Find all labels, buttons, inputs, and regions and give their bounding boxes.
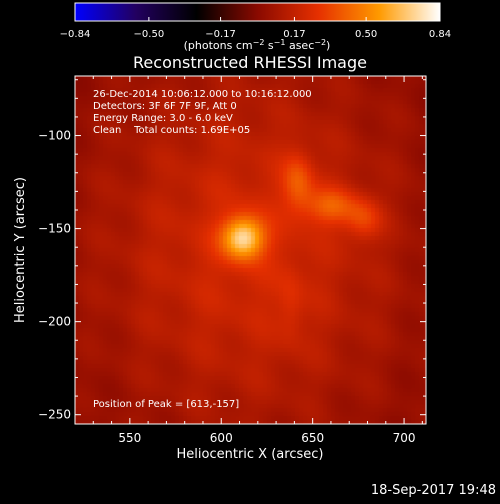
colorbar-units: (photons cm−2 s−1 asec−2) <box>184 38 331 52</box>
x-tick-label: 600 <box>210 431 233 445</box>
annotation-time-range: 26-Dec-2014 10:06:12.000 to 10:16:12.000 <box>93 89 312 100</box>
colorbar-gradient <box>74 2 441 22</box>
colorbar-tick-label: 0.17 <box>283 29 305 40</box>
y-tick-label: −250 <box>38 408 71 422</box>
x-axis-ticks: 550 600 650 700 <box>92 76 423 445</box>
x-tick-label: 650 <box>301 431 324 445</box>
plot-frame <box>74 75 427 425</box>
colorbar-tick-label: 0.84 <box>429 29 451 40</box>
heatmap-canvas <box>75 76 426 424</box>
footer-timestamp: 18-Sep-2017 19:48 <box>371 483 496 498</box>
heatmap-layer <box>75 76 426 424</box>
annotation-detectors: Detectors: 3F 6F 7F 9F, Att 0 <box>93 101 237 112</box>
colorbar-ticks: −0.84 −0.50 −0.17 0.17 0.50 0.84 <box>60 17 451 40</box>
heatmap-image-holder <box>75 76 426 424</box>
y-tick-label: −200 <box>38 315 71 329</box>
y-axis-label: Heliocentric Y (arcsec) <box>13 177 28 323</box>
annotation-energy-range: Energy Range: 3.0 - 6.0 keV <box>93 113 233 124</box>
colorbar-tick-label: −0.50 <box>134 29 165 40</box>
x-tick-label: 550 <box>118 431 141 445</box>
x-tick-label: 700 <box>393 431 416 445</box>
y-tick-label: −150 <box>38 222 71 236</box>
x-axis-label: Heliocentric X (arcsec) <box>177 447 324 462</box>
colorbar-tick-label: −0.17 <box>205 29 236 40</box>
peak-position-label: Position of Peak = [613,-157] <box>93 399 239 410</box>
colorbar: −0.84 −0.50 −0.17 0.17 0.50 0.84 (photons cm−… <box>60 2 451 52</box>
y-axis-ticks: −100 −150 −200 −250 <box>38 79 426 422</box>
colorbar-tick-label: 0.50 <box>355 29 377 40</box>
annotation-clean-counts: Clean Total counts: 1.69E+05 <box>93 125 250 136</box>
colorbar-tick-label: −0.84 <box>60 29 91 40</box>
chart-title: Reconstructed RHESSI Image <box>133 53 367 72</box>
annotation-block: 26-Dec-2014 10:06:12.000 to 10:16:12.000… <box>93 89 312 136</box>
y-tick-label: −100 <box>38 129 71 143</box>
